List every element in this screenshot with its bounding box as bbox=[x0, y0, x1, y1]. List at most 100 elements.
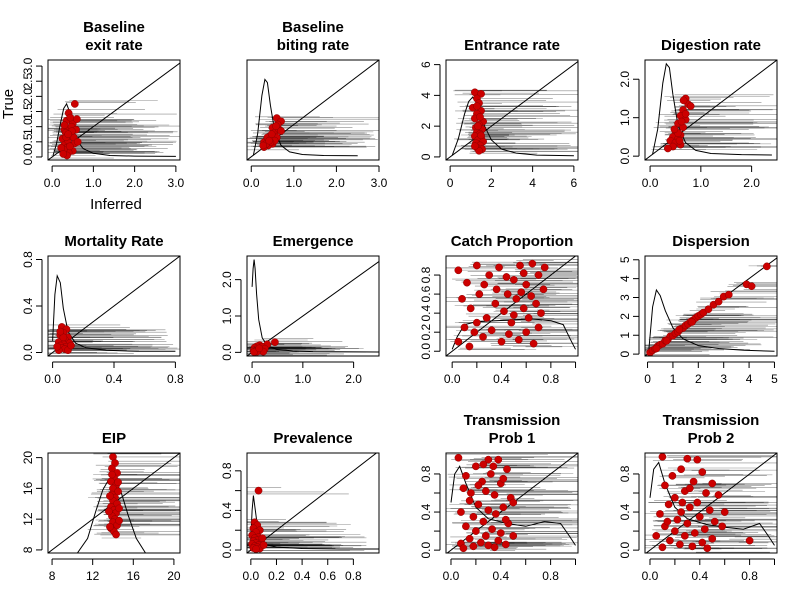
data-point bbox=[73, 115, 81, 123]
data-point bbox=[708, 534, 717, 543]
data-point bbox=[469, 542, 478, 551]
data-point bbox=[73, 137, 82, 146]
data-point bbox=[463, 278, 471, 287]
x-tick-label: 2.0 bbox=[345, 372, 362, 386]
x-tick-label: 3 bbox=[720, 372, 727, 386]
data-point bbox=[505, 330, 513, 338]
data-point bbox=[529, 339, 538, 348]
data-point bbox=[676, 540, 684, 549]
data-point bbox=[494, 455, 503, 464]
data-point bbox=[675, 136, 684, 145]
identity-line bbox=[247, 260, 379, 356]
y-tick-label: 8 bbox=[21, 546, 35, 553]
data-point bbox=[663, 144, 672, 153]
data-point bbox=[685, 484, 694, 493]
data-point bbox=[702, 489, 710, 497]
x-tick-label: 0.4 bbox=[492, 569, 509, 583]
plot-area bbox=[48, 453, 180, 553]
y-tick-label: 0.4 bbox=[21, 297, 35, 314]
density-curve bbox=[652, 62, 772, 156]
plot-area bbox=[446, 453, 578, 553]
data-point bbox=[690, 529, 699, 537]
data-point bbox=[679, 96, 688, 105]
data-point bbox=[64, 130, 73, 139]
data-point bbox=[658, 453, 667, 461]
data-point bbox=[510, 275, 518, 284]
panel-7: 0.0 0.4 0.8 0.0 0.2 0.4 0.6 0.8 Catch Proportion bbox=[419, 233, 579, 386]
x-tick-label: 8 bbox=[49, 569, 56, 583]
data-point bbox=[470, 328, 479, 337]
data-point bbox=[479, 333, 487, 341]
data-point bbox=[259, 141, 268, 150]
y-tick-label: 3.0 bbox=[21, 57, 35, 74]
x-tick-label: 1 bbox=[670, 372, 677, 386]
x-tick-label: 0.4 bbox=[691, 569, 708, 583]
y-tick-label: 0.2 bbox=[419, 324, 433, 341]
data-point bbox=[454, 337, 463, 346]
x-tick-label: 20 bbox=[167, 569, 181, 583]
panel-10: 0.0 0.2 0.4 0.6 0.8 0.0 0.4 0.8 Prevalence bbox=[220, 430, 380, 583]
data-point bbox=[460, 323, 469, 332]
data-point bbox=[516, 261, 524, 270]
data-point bbox=[459, 544, 468, 553]
data-point bbox=[56, 327, 65, 336]
data-point bbox=[474, 500, 483, 509]
data-point bbox=[704, 305, 713, 314]
data-point bbox=[106, 522, 114, 531]
y-tick-label: 0.0 bbox=[220, 541, 234, 558]
data-point bbox=[484, 455, 493, 464]
density-curve bbox=[649, 461, 775, 546]
plot-frame bbox=[246, 255, 380, 357]
plot-frame bbox=[47, 59, 181, 161]
panel-title: Emergence bbox=[273, 233, 354, 250]
data-point bbox=[465, 342, 474, 351]
data-point bbox=[509, 532, 518, 540]
data-point bbox=[703, 544, 712, 553]
data-point bbox=[495, 263, 503, 272]
data-point bbox=[115, 516, 123, 525]
plot-area bbox=[645, 60, 777, 160]
x-tick-label: 0.0 bbox=[642, 176, 659, 190]
panel-title: Dispersion bbox=[672, 233, 750, 250]
data-point bbox=[693, 498, 702, 507]
data-point bbox=[494, 536, 503, 545]
x-tick-label: 0.0 bbox=[243, 176, 260, 190]
y-tick-label: 0.4 bbox=[419, 304, 433, 321]
y-tick-label: 1.0 bbox=[220, 307, 234, 324]
data-point bbox=[454, 266, 463, 275]
x-tick-label: 0.0 bbox=[444, 372, 461, 386]
data-point bbox=[502, 273, 511, 281]
y-tick-label: 0 bbox=[618, 350, 632, 357]
panel-title: exit rate bbox=[85, 37, 143, 54]
data-point bbox=[695, 512, 704, 521]
y-tick-label: 0.5 bbox=[21, 133, 35, 150]
x-tick-label: 0.8 bbox=[345, 569, 362, 583]
data-point bbox=[673, 515, 682, 524]
y-tick-label: 12 bbox=[21, 512, 35, 526]
data-point bbox=[680, 532, 689, 540]
y-tick-label: 0.8 bbox=[419, 465, 433, 482]
x-tick-label: 12 bbox=[86, 569, 100, 583]
x-tick-label: 2 bbox=[488, 176, 495, 190]
y-tick-label: 0.0 bbox=[618, 541, 632, 558]
data-point bbox=[534, 271, 543, 279]
panel-title: Transmission bbox=[663, 412, 760, 429]
data-point bbox=[700, 525, 709, 534]
data-point bbox=[265, 136, 273, 145]
data-point bbox=[114, 478, 122, 487]
plot-area bbox=[247, 453, 379, 553]
data-point bbox=[747, 282, 756, 291]
data-point bbox=[457, 508, 465, 516]
x-tick-label: 1.0 bbox=[85, 176, 102, 190]
data-point bbox=[60, 121, 69, 130]
data-point bbox=[519, 269, 528, 277]
y-tick-label: 0.4 bbox=[220, 502, 234, 519]
data-point bbox=[475, 290, 484, 298]
data-point bbox=[479, 460, 488, 469]
y-tick-label: 1.0 bbox=[618, 109, 632, 126]
x-axis-label: Inferred bbox=[90, 196, 142, 213]
identity-line bbox=[247, 453, 378, 553]
x-tick-label: 2.0 bbox=[328, 176, 345, 190]
panel-5: 0.0 0.4 0.8 0.0 0.4 0.8 Mortality Rate bbox=[21, 233, 184, 386]
data-point bbox=[522, 280, 531, 289]
